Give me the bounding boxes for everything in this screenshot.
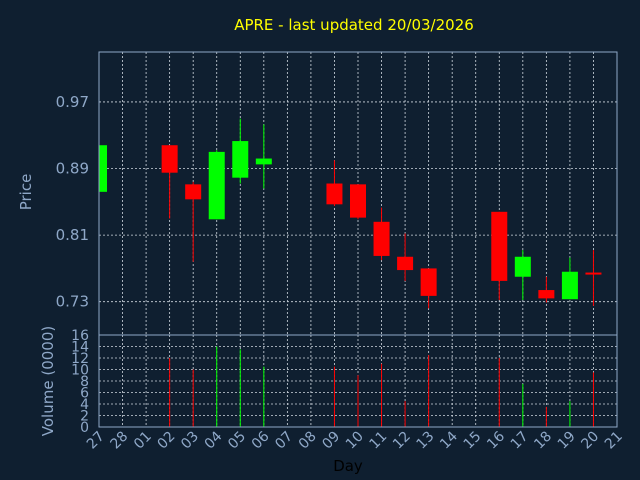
x-tick-label: 19 bbox=[555, 429, 579, 453]
candle bbox=[373, 207, 390, 261]
x-tick-label: 20 bbox=[578, 429, 602, 453]
candle bbox=[161, 145, 178, 219]
candle bbox=[538, 276, 555, 303]
candle-body bbox=[514, 256, 531, 277]
candle bbox=[255, 124, 272, 189]
candle-body bbox=[420, 268, 437, 296]
x-tick-label: 28 bbox=[107, 429, 131, 453]
x-tick-label: 18 bbox=[531, 429, 555, 453]
candle-body bbox=[161, 145, 178, 173]
volume-plot-frame bbox=[98, 334, 618, 428]
volume-tick-label: 16 bbox=[71, 328, 89, 344]
candle bbox=[208, 150, 225, 220]
y-tick-label: 0.97 bbox=[56, 93, 89, 111]
candle-body bbox=[373, 221, 390, 256]
candle bbox=[98, 145, 107, 192]
volume-tick-label: 2 bbox=[80, 409, 89, 425]
x-tick-label: 13 bbox=[414, 429, 438, 453]
candle-body bbox=[350, 184, 366, 218]
volume-tick-label: 6 bbox=[80, 386, 89, 402]
x-tick-label: 08 bbox=[296, 429, 320, 453]
volume-axis-label: Volume (0000) bbox=[39, 326, 57, 436]
x-tick-label: 15 bbox=[461, 429, 485, 453]
candle-body bbox=[255, 158, 272, 165]
candle bbox=[350, 184, 366, 220]
candle-body bbox=[585, 272, 602, 275]
candle-body bbox=[99, 145, 107, 192]
x-tick-label: 16 bbox=[484, 428, 508, 452]
chart-title: APRE - last updated 20/03/2026 bbox=[234, 16, 474, 34]
x-tick-label: 12 bbox=[390, 429, 414, 453]
x-tick-label: 05 bbox=[225, 429, 249, 453]
x-tick-label: 03 bbox=[178, 429, 202, 453]
candle-body bbox=[208, 151, 225, 220]
x-tick-label: 14 bbox=[437, 428, 461, 452]
candle bbox=[514, 250, 531, 301]
candle-body bbox=[185, 184, 202, 200]
x-tick-label: 07 bbox=[272, 429, 296, 453]
y-tick-label: 0.73 bbox=[56, 293, 89, 311]
candle bbox=[232, 118, 249, 184]
volume-tick-label: 12 bbox=[71, 351, 89, 367]
y-tick-label: 0.89 bbox=[56, 160, 89, 178]
y-axis-label: Price bbox=[17, 174, 35, 211]
volume-tick-label: 14 bbox=[71, 340, 89, 356]
candle-body bbox=[538, 290, 555, 299]
x-tick-label: 17 bbox=[508, 429, 532, 453]
x-tick-label: 21 bbox=[602, 429, 626, 453]
y-tick-label: 0.81 bbox=[56, 226, 89, 244]
volume-tick-label: 8 bbox=[80, 374, 89, 390]
x-tick-label: 10 bbox=[343, 429, 367, 453]
x-tick-label: 06 bbox=[249, 428, 273, 452]
volume-tick-label: 4 bbox=[80, 397, 89, 413]
candle bbox=[585, 250, 602, 306]
candle bbox=[326, 160, 343, 206]
candle-body bbox=[326, 183, 343, 205]
candle-body bbox=[491, 211, 508, 281]
x-tick-label: 09 bbox=[319, 429, 343, 453]
x-tick-label: 11 bbox=[366, 429, 390, 453]
x-tick-label: 02 bbox=[155, 429, 179, 453]
candle bbox=[397, 233, 414, 281]
candle bbox=[185, 181, 202, 262]
volume-tick-label: 10 bbox=[71, 363, 89, 379]
x-tick-label: 04 bbox=[202, 428, 226, 452]
candle bbox=[561, 257, 578, 300]
candle-body bbox=[232, 141, 249, 178]
x-axis-label: Day bbox=[333, 457, 363, 475]
x-tick-label: 01 bbox=[131, 429, 155, 453]
volume-tick-label: 0 bbox=[80, 420, 89, 436]
candle bbox=[420, 268, 437, 309]
candle-body bbox=[561, 271, 578, 300]
candle-body bbox=[397, 256, 414, 271]
candle bbox=[491, 211, 508, 301]
